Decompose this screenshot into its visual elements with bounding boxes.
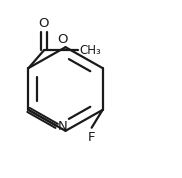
Text: O: O — [57, 33, 67, 46]
Text: CH₃: CH₃ — [79, 44, 101, 57]
Text: O: O — [39, 17, 49, 30]
Text: N: N — [58, 120, 67, 133]
Text: F: F — [88, 131, 95, 144]
